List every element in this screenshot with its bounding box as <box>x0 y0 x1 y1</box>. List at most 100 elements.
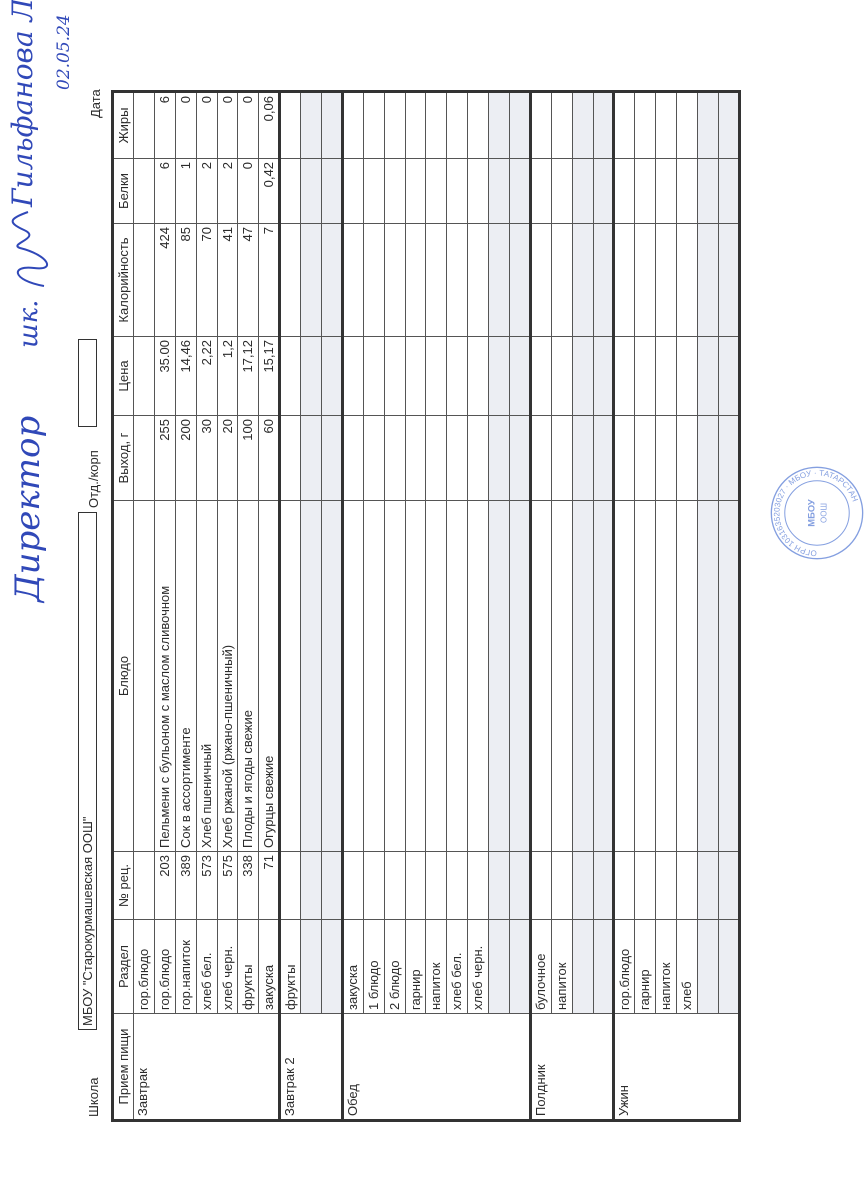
protein-cell[interactable] <box>300 158 322 224</box>
section-cell[interactable]: напиток <box>551 919 573 1014</box>
recipe-no-cell[interactable]: 338 <box>237 851 259 920</box>
dish-cell[interactable] <box>551 500 573 852</box>
fat-cell[interactable] <box>572 91 594 159</box>
calories-cell[interactable]: 47 <box>237 223 259 337</box>
dish-cell[interactable] <box>279 500 301 852</box>
protein-cell[interactable] <box>467 158 489 224</box>
calories-cell[interactable]: 424 <box>154 223 176 337</box>
yield-cell[interactable]: 60 <box>258 415 280 501</box>
calories-cell[interactable] <box>384 223 406 337</box>
yield-cell[interactable] <box>530 415 552 501</box>
dish-cell[interactable] <box>405 500 426 852</box>
recipe-no-cell[interactable] <box>300 851 322 920</box>
recipe-no-cell[interactable] <box>467 851 489 920</box>
calories-cell[interactable] <box>300 223 322 337</box>
protein-cell[interactable] <box>655 158 677 224</box>
price-cell[interactable]: 2,22 <box>196 336 218 416</box>
protein-cell[interactable] <box>425 158 447 224</box>
recipe-no-cell[interactable] <box>133 851 155 920</box>
protein-cell[interactable] <box>697 158 719 224</box>
yield-cell[interactable] <box>446 415 468 501</box>
calories-cell[interactable] <box>279 223 301 337</box>
price-cell[interactable] <box>405 336 426 416</box>
dish-cell[interactable] <box>342 500 364 852</box>
fat-cell[interactable] <box>384 91 406 159</box>
calories-cell[interactable] <box>363 223 385 337</box>
fat-cell[interactable] <box>509 91 531 159</box>
section-cell[interactable]: хлеб черн. <box>467 919 489 1014</box>
fat-cell[interactable] <box>446 91 468 159</box>
calories-cell[interactable] <box>634 223 656 337</box>
recipe-no-cell[interactable] <box>363 851 385 920</box>
dish-cell[interactable] <box>446 500 468 852</box>
yield-cell[interactable]: 200 <box>175 415 197 501</box>
section-cell[interactable] <box>321 919 343 1014</box>
dish-cell[interactable]: Огурцы свежие <box>258 500 280 852</box>
dish-cell[interactable] <box>509 500 531 852</box>
protein-cell[interactable] <box>593 158 614 224</box>
section-cell[interactable] <box>572 919 594 1014</box>
price-cell[interactable] <box>384 336 406 416</box>
recipe-no-cell[interactable] <box>509 851 531 920</box>
section-cell[interactable] <box>488 919 510 1014</box>
section-cell[interactable]: гор.блюдо <box>613 919 635 1014</box>
yield-cell[interactable] <box>551 415 573 501</box>
price-cell[interactable] <box>300 336 322 416</box>
calories-cell[interactable] <box>593 223 614 337</box>
fat-cell[interactable]: 0 <box>175 91 197 159</box>
fat-cell[interactable] <box>593 91 614 159</box>
protein-cell[interactable] <box>634 158 656 224</box>
price-cell[interactable] <box>488 336 510 416</box>
price-cell[interactable] <box>551 336 573 416</box>
recipe-no-cell[interactable] <box>551 851 573 920</box>
yield-cell[interactable] <box>321 415 343 501</box>
fat-cell[interactable]: 6 <box>154 91 176 159</box>
fat-cell[interactable] <box>676 91 698 159</box>
fat-cell[interactable] <box>488 91 510 159</box>
fat-cell[interactable]: 0,06 <box>258 91 280 159</box>
dish-cell[interactable]: Хлеб пшеничный <box>196 500 218 852</box>
protein-cell[interactable] <box>551 158 573 224</box>
calories-cell[interactable]: 85 <box>175 223 197 337</box>
protein-cell[interactable] <box>530 158 552 224</box>
section-cell[interactable]: закуска <box>342 919 364 1014</box>
section-cell[interactable]: хлеб бел. <box>196 919 218 1014</box>
dish-cell[interactable] <box>718 500 740 852</box>
section-cell[interactable]: гарнир <box>634 919 656 1014</box>
price-cell[interactable] <box>279 336 301 416</box>
fat-cell[interactable] <box>655 91 677 159</box>
dish-cell[interactable] <box>655 500 677 852</box>
calories-cell[interactable] <box>655 223 677 337</box>
yield-cell[interactable]: 20 <box>217 415 238 501</box>
yield-cell[interactable] <box>509 415 531 501</box>
fat-cell[interactable]: 0 <box>196 91 218 159</box>
calories-cell[interactable] <box>509 223 531 337</box>
recipe-no-cell[interactable] <box>405 851 426 920</box>
calories-cell[interactable] <box>572 223 594 337</box>
section-cell[interactable] <box>697 919 719 1014</box>
section-cell[interactable] <box>509 919 531 1014</box>
dish-cell[interactable] <box>572 500 594 852</box>
yield-cell[interactable] <box>572 415 594 501</box>
fat-cell[interactable] <box>467 91 489 159</box>
price-cell[interactable] <box>509 336 531 416</box>
recipe-no-cell[interactable] <box>634 851 656 920</box>
protein-cell[interactable] <box>321 158 343 224</box>
dish-cell[interactable] <box>363 500 385 852</box>
price-cell[interactable]: 17,12 <box>237 336 259 416</box>
protein-cell[interactable] <box>279 158 301 224</box>
dish-cell[interactable] <box>133 500 155 852</box>
recipe-no-cell[interactable] <box>593 851 614 920</box>
dish-cell[interactable]: Плоды и ягоды свежие <box>237 500 259 852</box>
price-cell[interactable] <box>572 336 594 416</box>
section-cell[interactable]: гор.напиток <box>175 919 197 1014</box>
yield-cell[interactable] <box>300 415 322 501</box>
calories-cell[interactable] <box>718 223 740 337</box>
calories-cell[interactable]: 7 <box>258 223 280 337</box>
fat-cell[interactable] <box>697 91 719 159</box>
section-cell[interactable]: фрукты <box>279 919 301 1014</box>
price-cell[interactable]: 15,17 <box>258 336 280 416</box>
fat-cell[interactable]: 0 <box>217 91 238 159</box>
calories-cell[interactable] <box>446 223 468 337</box>
calories-cell[interactable] <box>405 223 426 337</box>
